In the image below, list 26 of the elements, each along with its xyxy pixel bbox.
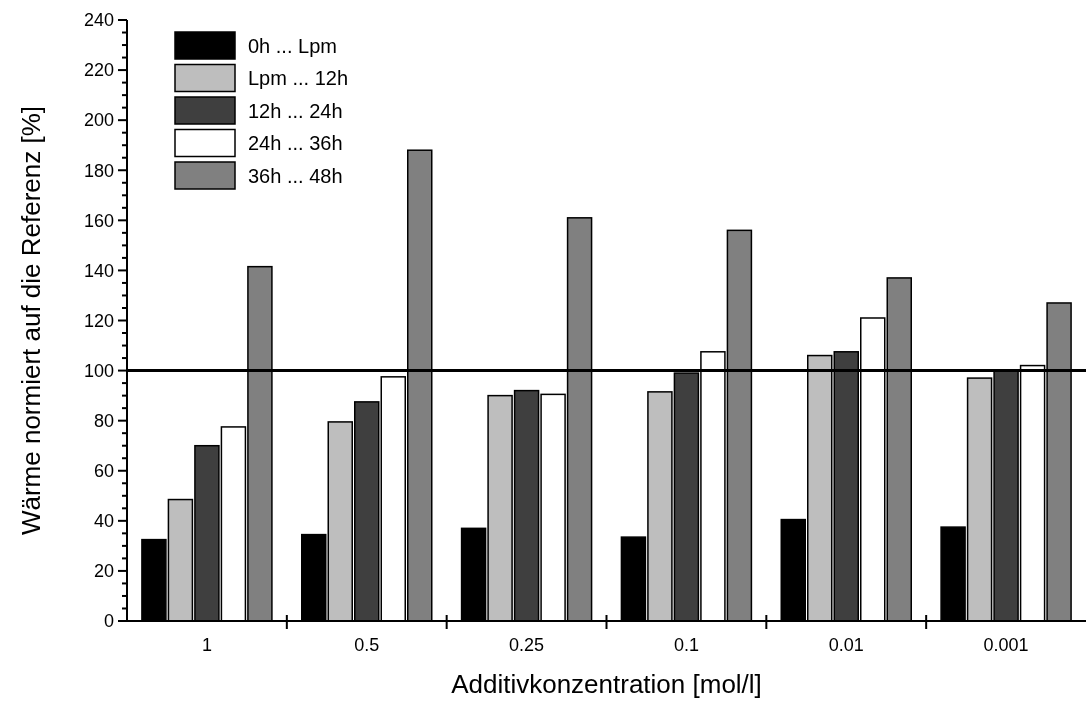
y-tick-label: 0 xyxy=(103,611,114,632)
y-tick-label: 240 xyxy=(83,10,114,31)
y-tick-label: 180 xyxy=(83,160,114,181)
y-axis-title: Wärme normiert auf die Referenz [%] xyxy=(16,105,46,536)
x-tick-label: 0.25 xyxy=(509,635,545,655)
y-tick-label: 120 xyxy=(83,310,114,331)
legend-label: 24h ... 36h xyxy=(248,132,343,154)
y-tick-label: 100 xyxy=(83,360,114,381)
x-tick-label: 0.001 xyxy=(983,635,1029,655)
x-tick-label: 0.1 xyxy=(673,635,699,655)
x-tick-label: 0.01 xyxy=(828,635,864,655)
x-tick-label: 0.5 xyxy=(354,635,380,655)
legend-label: 12h ... 24h xyxy=(248,99,343,122)
y-tick-label: 60 xyxy=(93,461,114,482)
legend-label: Lpm ... 12h xyxy=(248,67,349,89)
x-tick-label: 1 xyxy=(201,635,212,655)
y-tick-label: 140 xyxy=(83,260,114,281)
legend-label: 36h ... 48h xyxy=(248,164,343,187)
x-axis-title: Additivkonzentration [mol/l] xyxy=(451,669,762,699)
y-tick-label: 40 xyxy=(93,511,114,532)
y-tick-label: 160 xyxy=(83,210,114,231)
y-tick-label: 220 xyxy=(83,60,114,81)
legend-label: 0h ... Lpm xyxy=(248,34,337,57)
y-tick-label: 20 xyxy=(93,561,114,582)
y-tick-label: 80 xyxy=(93,410,114,431)
y-tick-label: 200 xyxy=(83,110,114,131)
